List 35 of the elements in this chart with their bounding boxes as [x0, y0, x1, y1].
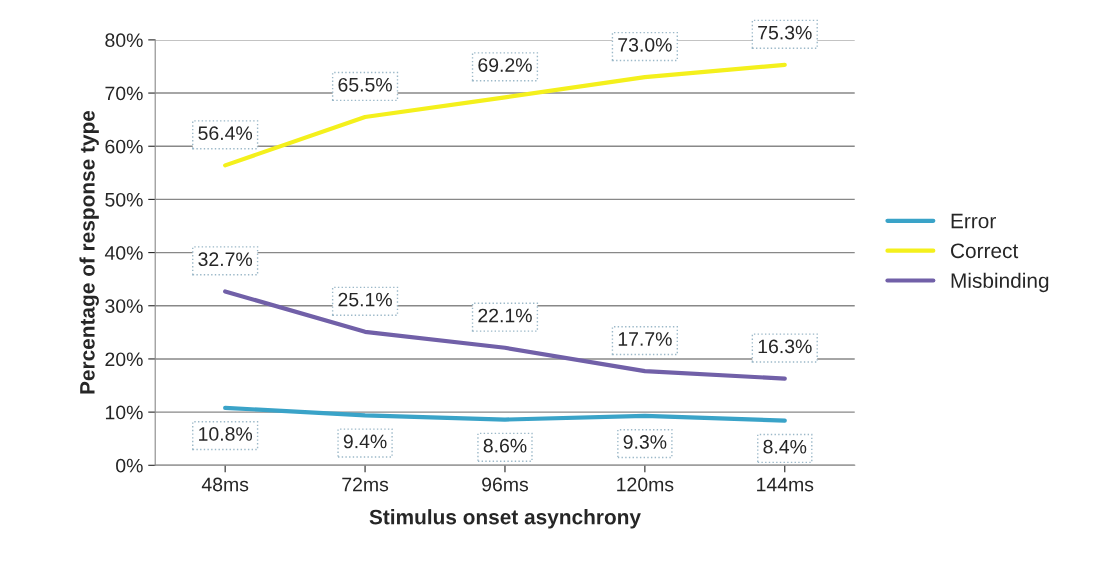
data-label: 22.1%: [478, 308, 532, 323]
y-tick-label: 40%: [104, 246, 143, 260]
x-tick-label: 72ms: [342, 477, 389, 492]
data-label: 56.4%: [198, 126, 253, 141]
data-label: 17.7%: [618, 332, 672, 346]
data-label: 9.3%: [623, 435, 667, 449]
y-tick-label: 70%: [105, 86, 143, 101]
data-label: 16.3%: [758, 339, 812, 354]
data-label: 65.5%: [338, 77, 392, 92]
y-tick-label: 10%: [105, 405, 143, 420]
y-tick-label: 0%: [116, 458, 143, 473]
y-axis-title: Percentage of response type: [79, 110, 99, 394]
data-label: 9.4%: [343, 434, 387, 449]
y-tick-label: 20%: [105, 352, 143, 367]
legend-label: Misbinding: [951, 272, 1049, 293]
legend-label: Error: [951, 213, 996, 229]
data-label: 73.0%: [618, 38, 672, 52]
x-tick-label: 144ms: [757, 477, 814, 492]
data-label: 8.6%: [483, 438, 527, 453]
y-tick-label: 60%: [105, 139, 143, 154]
legend-label: Correct: [951, 243, 1019, 259]
y-tick-label: 30%: [105, 299, 143, 313]
data-label: 75.3%: [758, 25, 812, 40]
y-tick-label: 50%: [105, 192, 143, 207]
data-label: 69.2%: [478, 58, 532, 72]
line-series: [223, 405, 787, 423]
data-label: 8.4%: [763, 439, 807, 454]
data-label: 10.8%: [199, 427, 253, 441]
data-label: 32.7%: [198, 252, 253, 267]
x-tick-label: 48ms: [201, 477, 249, 492]
x-axis-title: Stimulus onset asynchrony: [369, 509, 641, 529]
x-tick-label: 96ms: [482, 477, 529, 492]
x-tick-label: 120ms: [617, 477, 674, 492]
y-tick-label: 80%: [105, 33, 143, 48]
data-label: 25.1%: [338, 292, 392, 307]
